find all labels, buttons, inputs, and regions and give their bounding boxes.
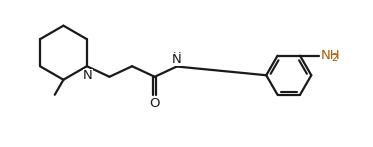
Text: H: H — [173, 52, 181, 62]
Text: N: N — [83, 69, 93, 82]
Text: 2: 2 — [331, 53, 338, 63]
Text: NH: NH — [321, 49, 341, 62]
Text: O: O — [150, 97, 160, 110]
Text: N: N — [172, 53, 182, 66]
